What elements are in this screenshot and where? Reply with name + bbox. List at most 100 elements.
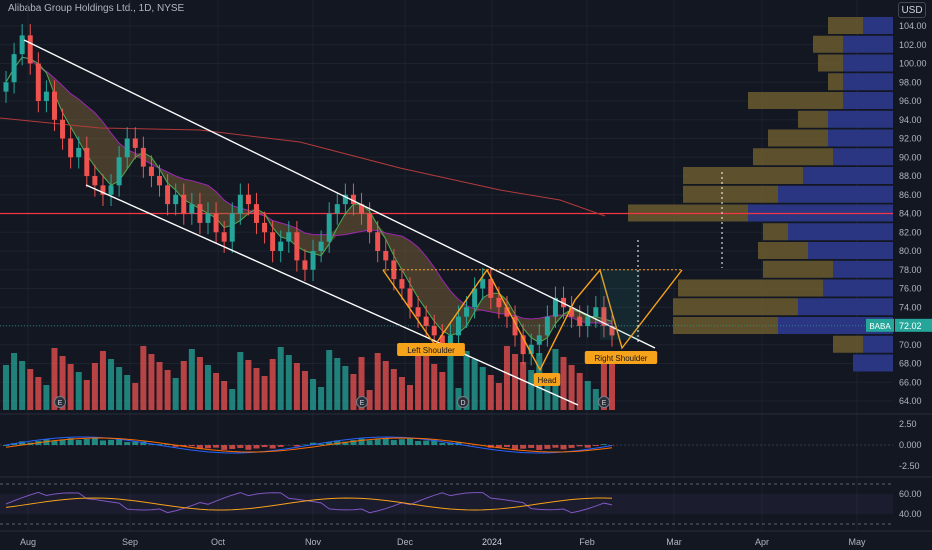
earnings-marker-bg xyxy=(356,396,368,408)
volume-bar xyxy=(415,348,422,410)
head-label: Head xyxy=(537,376,556,385)
price-tick-label: 90.00 xyxy=(899,152,922,162)
macd-bar xyxy=(584,445,591,448)
volume-bar xyxy=(350,374,357,410)
volume-bar xyxy=(431,364,438,410)
macd-bar xyxy=(423,440,430,445)
macd-bar xyxy=(576,445,583,447)
macd-bar xyxy=(19,441,26,445)
volume-bar xyxy=(293,363,300,410)
time-tick-label: Oct xyxy=(211,537,226,547)
vp-bar-down xyxy=(828,17,863,34)
ma-line-long xyxy=(0,117,606,217)
macd-bar xyxy=(43,439,50,445)
right-shoulder-label-bg xyxy=(584,351,658,364)
vp-bar-up xyxy=(843,73,893,91)
volume-bar xyxy=(19,361,26,410)
volume-bar xyxy=(495,383,502,410)
price-tick-label: 94.00 xyxy=(899,115,922,125)
price-tick-label: 88.00 xyxy=(899,171,922,181)
candle-body xyxy=(569,307,575,317)
macd-bar xyxy=(172,445,179,447)
candle-body xyxy=(205,213,211,223)
volume-bar xyxy=(67,364,74,410)
macd-bar xyxy=(592,445,599,446)
last-price-symbol: BABA xyxy=(869,322,891,331)
candle-body xyxy=(536,335,542,345)
volume-bar xyxy=(423,356,430,410)
macd-bar xyxy=(568,445,575,448)
macd-bar xyxy=(180,445,187,447)
volume-bar xyxy=(439,372,446,410)
candle-body xyxy=(318,241,324,251)
candle-body xyxy=(391,260,397,280)
candle-body xyxy=(383,251,389,261)
macd-bar xyxy=(334,440,341,445)
macd-bar xyxy=(600,444,607,445)
earnings-marker-bg xyxy=(54,396,66,408)
volume-bar xyxy=(374,353,381,410)
volume-bar xyxy=(463,351,470,410)
candle-body xyxy=(488,279,494,298)
volume-bar xyxy=(358,357,365,410)
candle-body xyxy=(609,326,615,336)
head-shoulders-pattern xyxy=(382,268,683,372)
rsi-tick-label: 60.00 xyxy=(899,489,922,499)
rsi-band xyxy=(0,494,893,514)
price-tick-label: 76.00 xyxy=(899,284,922,294)
vp-bar-up xyxy=(798,298,893,316)
time-tick-label: Nov xyxy=(305,537,322,547)
candle-body xyxy=(181,194,187,214)
candle-body xyxy=(165,185,171,205)
earnings-marker-bg xyxy=(598,396,610,408)
vp-bar-down xyxy=(673,317,778,334)
rsi-tick-label: 40.00 xyxy=(899,509,922,519)
macd-tick-label: -2.50 xyxy=(899,461,920,471)
candle-body xyxy=(197,204,203,223)
macd-bar xyxy=(366,440,373,445)
candle-body xyxy=(213,213,219,233)
volume-bars xyxy=(3,346,615,410)
candles xyxy=(3,24,615,366)
time-tick-label: Apr xyxy=(755,537,769,547)
vp-bar-down xyxy=(763,260,833,278)
vp-bar-up xyxy=(843,35,893,53)
candle-body xyxy=(116,157,122,186)
price-tick-label: 74.00 xyxy=(899,302,922,312)
vp-bar-up xyxy=(863,335,893,353)
candle-body xyxy=(544,316,550,336)
earnings-marker: E xyxy=(360,400,365,407)
volume-bar xyxy=(576,373,583,410)
candle-body xyxy=(229,213,235,242)
candle-body xyxy=(520,335,526,355)
candle-body xyxy=(148,166,154,176)
macd-bar xyxy=(59,439,66,445)
macd-bar xyxy=(415,441,422,445)
time-tick-label: May xyxy=(848,537,866,547)
rsi-line xyxy=(5,491,613,514)
macd-bar xyxy=(398,439,405,445)
macd-bar xyxy=(374,439,381,445)
volume-bar xyxy=(487,375,494,410)
earnings-marker: D xyxy=(460,400,465,407)
volume-bar xyxy=(310,379,317,410)
macd-bar xyxy=(390,440,397,445)
macd-bar xyxy=(3,445,9,446)
vp-bar-up xyxy=(843,92,893,109)
volume-bar xyxy=(59,356,66,410)
volume-bar xyxy=(512,354,519,410)
volume-bar xyxy=(390,369,397,410)
chart-title: Alibaba Group Holdings Ltd., 1D, NYSE xyxy=(8,3,185,14)
currency-button[interactable]: USD xyxy=(898,2,926,18)
volume-bar xyxy=(75,372,82,410)
last-price-symbol-bg xyxy=(866,318,894,332)
volume-bar xyxy=(140,346,147,410)
macd-bar xyxy=(318,443,325,445)
volume-bar xyxy=(51,348,58,410)
volume-bar xyxy=(285,355,292,410)
candle-body xyxy=(221,232,227,242)
volume-bar xyxy=(164,370,171,410)
volume-bar xyxy=(148,354,155,410)
volume-bar xyxy=(609,360,615,410)
